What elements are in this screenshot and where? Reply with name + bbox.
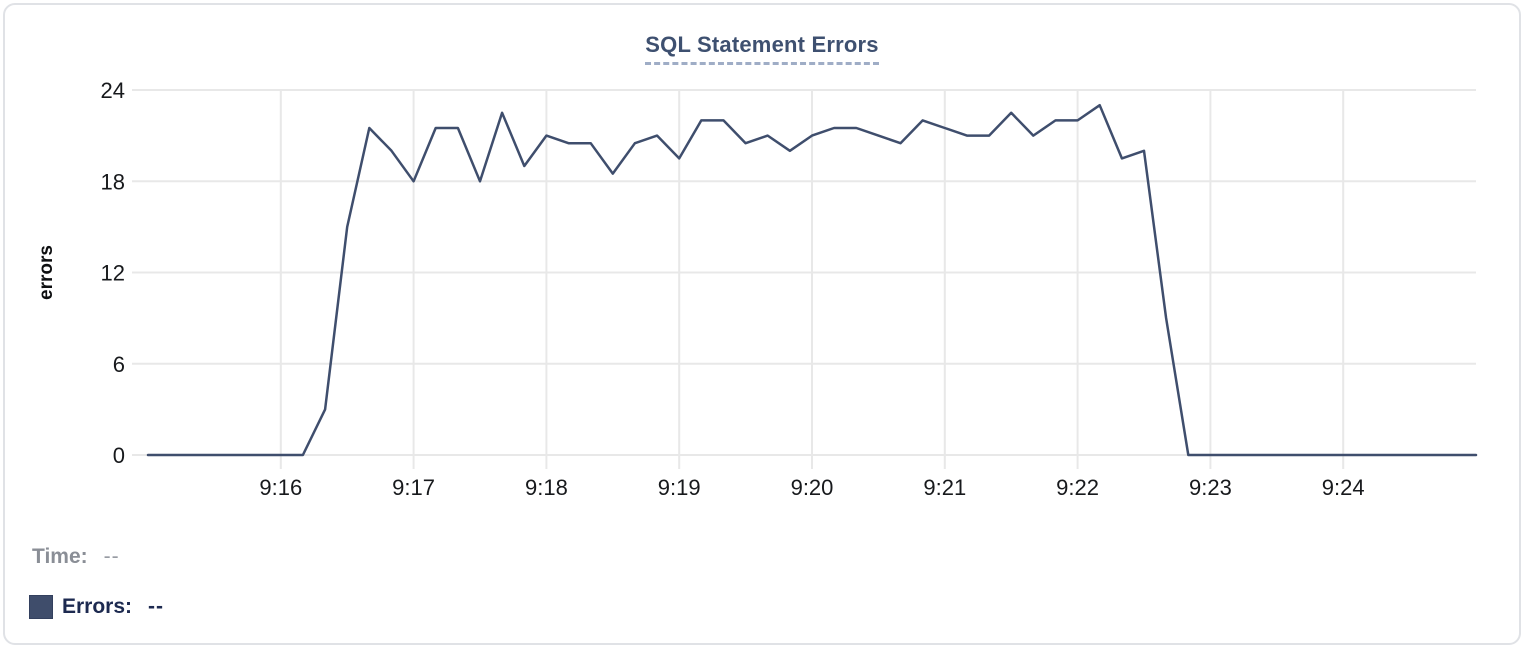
time-label: Time: xyxy=(32,545,88,568)
y-tick-label: 12 xyxy=(101,261,125,286)
y-tick-label: 24 xyxy=(101,78,125,103)
x-tick-label: 9:19 xyxy=(658,475,701,500)
y-axis-title: errors xyxy=(36,245,57,300)
x-tick-label: 9:23 xyxy=(1189,475,1232,500)
time-value: -- xyxy=(103,545,120,568)
chart-title[interactable]: SQL Statement Errors xyxy=(645,32,879,65)
errors-chart-plot-area[interactable]: 0 6 12 18 24 9:16 9:17 9:18 9:19 9:20 9:21 9:22 9:23… xyxy=(5,5,1528,652)
errors-series-line xyxy=(146,103,1478,457)
chart-card: 0 6 12 18 24 9:16 9:17 9:18 9:19 9:20 9:21 9:22 9:23… xyxy=(3,3,1521,645)
hover-readout-time: Time: -- xyxy=(32,545,120,569)
y-tick-label: 6 xyxy=(113,352,125,377)
x-tick-label: 9:17 xyxy=(392,475,435,500)
errors-series-swatch xyxy=(29,595,53,619)
x-tick-label: 9:16 xyxy=(259,475,302,500)
x-tick-label: 9:24 xyxy=(1322,475,1365,500)
errors-label: Errors: xyxy=(62,595,133,618)
legend-item-errors[interactable]: Errors: -- xyxy=(29,595,164,619)
errors-value: -- xyxy=(148,595,165,618)
chart-header: SQL Statement Errors xyxy=(5,32,1519,65)
x-tick-label: 9:20 xyxy=(791,475,834,500)
y-tick-label: 18 xyxy=(101,169,125,194)
x-tick-label: 9:18 xyxy=(525,475,568,500)
y-tick-label: 0 xyxy=(113,443,125,468)
x-tick-label: 9:22 xyxy=(1056,475,1099,500)
x-tick-label: 9:21 xyxy=(923,475,966,500)
